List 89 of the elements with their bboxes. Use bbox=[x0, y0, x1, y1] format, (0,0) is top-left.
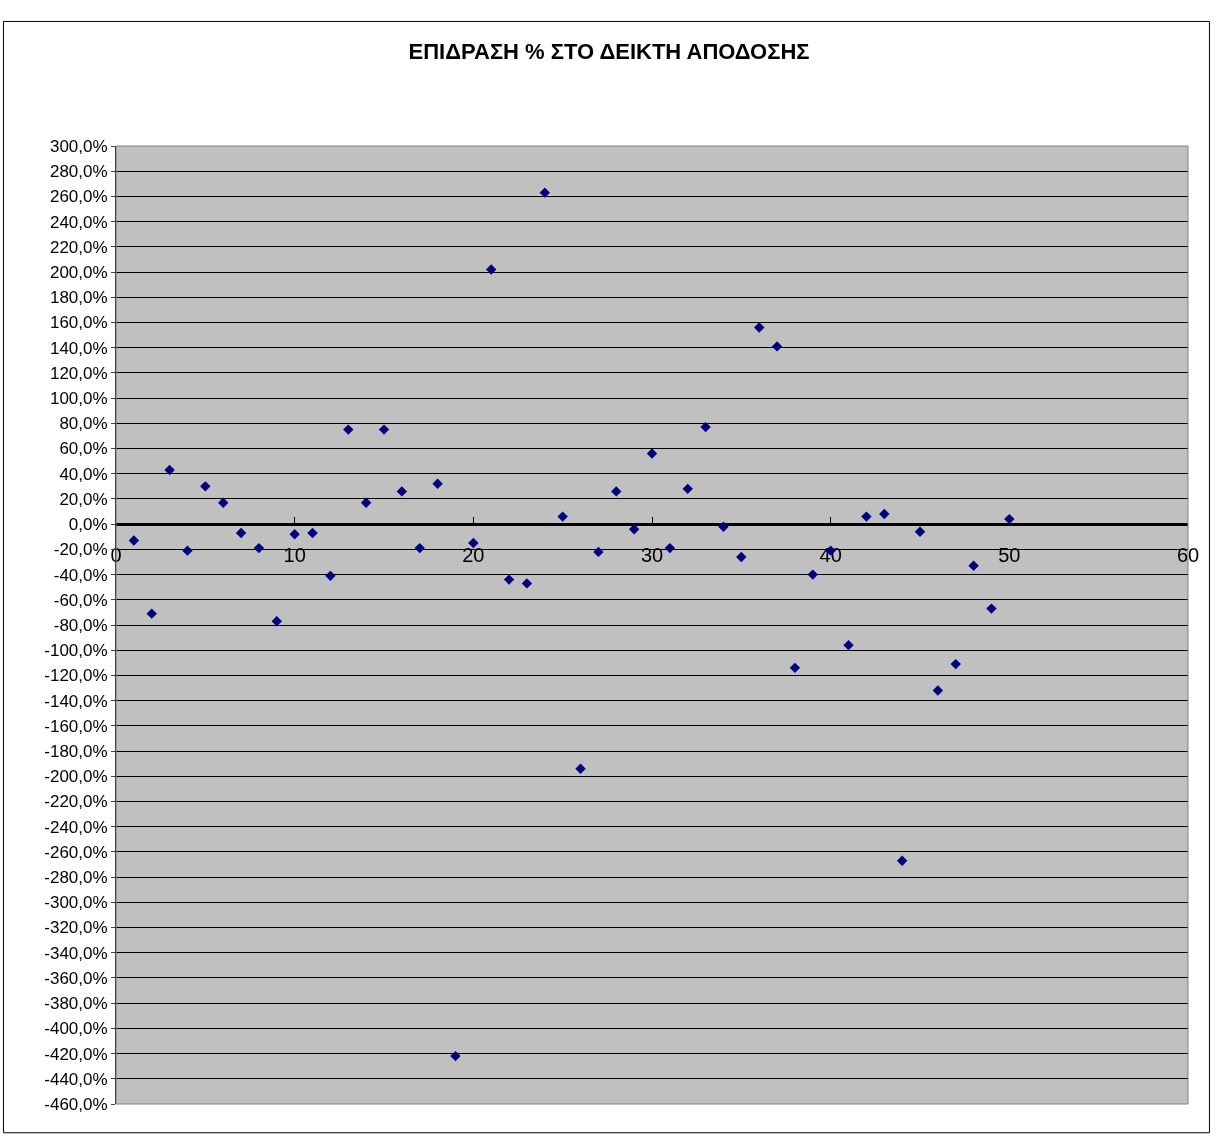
y-tick-label: 100,0% bbox=[49, 389, 108, 409]
y-tick-label: -300,0% bbox=[44, 893, 108, 913]
point bbox=[896, 855, 908, 866]
point bbox=[611, 486, 622, 497]
y-tick-label: 120,0% bbox=[49, 363, 108, 383]
point bbox=[521, 578, 533, 589]
point bbox=[700, 421, 711, 433]
chart-title: ΕΠΙΔΡΑΣΗ % ΣΤΟ ΔΕΙΚΤΗ ΑΠΟΔΟΣΗΣ bbox=[408, 38, 810, 64]
y-tick-label: -40,0% bbox=[53, 565, 108, 585]
point bbox=[307, 527, 318, 539]
y-tick-label: -320,0% bbox=[44, 918, 108, 938]
point bbox=[879, 508, 890, 520]
point bbox=[807, 569, 818, 580]
y-tick-label: 180,0% bbox=[49, 288, 108, 308]
point bbox=[557, 511, 568, 522]
point bbox=[593, 546, 604, 558]
y-tick-label: -140,0% bbox=[44, 691, 108, 711]
y-tick-label: -100,0% bbox=[44, 641, 108, 661]
y-tick-label: 280,0% bbox=[49, 162, 108, 182]
point bbox=[1004, 513, 1015, 525]
y-tick-label: 160,0% bbox=[49, 313, 108, 333]
y-tick-label: -60,0% bbox=[53, 590, 108, 610]
y-tick-label: -420,0% bbox=[44, 1044, 108, 1064]
point bbox=[932, 685, 944, 696]
point bbox=[718, 521, 729, 532]
y-tick-label: 20,0% bbox=[59, 489, 108, 509]
point bbox=[736, 551, 747, 563]
y-tick-label: -120,0% bbox=[44, 666, 108, 686]
y-tick-label: -400,0% bbox=[44, 1019, 108, 1039]
y-tick-label: 140,0% bbox=[49, 338, 108, 358]
point bbox=[861, 511, 872, 522]
y-tick-label: -20,0% bbox=[53, 540, 108, 560]
y-tick-label: 40,0% bbox=[59, 464, 108, 484]
y-tick-label: 200,0% bbox=[49, 263, 108, 282]
point bbox=[950, 658, 961, 670]
y-tick-label: -180,0% bbox=[44, 742, 108, 761]
point bbox=[968, 560, 979, 571]
point bbox=[575, 763, 586, 774]
point bbox=[754, 322, 765, 333]
point bbox=[986, 603, 997, 614]
point bbox=[628, 524, 640, 535]
point bbox=[503, 574, 515, 585]
y-tick-label: -360,0% bbox=[44, 968, 108, 988]
point bbox=[128, 535, 140, 546]
point bbox=[146, 608, 157, 619]
y-tick-label: 300,0% bbox=[49, 136, 108, 156]
point bbox=[468, 537, 479, 549]
point bbox=[164, 464, 175, 476]
y-tick-label: -340,0% bbox=[44, 943, 108, 963]
point bbox=[396, 486, 408, 497]
point bbox=[360, 497, 372, 508]
point bbox=[235, 527, 247, 539]
y-tick-label: 60,0% bbox=[59, 439, 108, 459]
point bbox=[450, 1050, 461, 1062]
point bbox=[789, 662, 801, 674]
point bbox=[378, 424, 390, 435]
y-tick-label: -380,0% bbox=[44, 994, 108, 1014]
point bbox=[646, 448, 658, 459]
point bbox=[271, 616, 282, 627]
point bbox=[200, 481, 211, 492]
y-tick-label: -200,0% bbox=[44, 767, 108, 787]
y-tick-label: -260,0% bbox=[44, 842, 108, 862]
y-tick-label: -220,0% bbox=[44, 792, 108, 812]
y-tick-label: -440,0% bbox=[44, 1069, 108, 1089]
y-tick-label: 0,0% bbox=[68, 515, 108, 535]
point bbox=[486, 264, 497, 275]
y-tick-label: 220,0% bbox=[49, 237, 108, 257]
y-tick-label: -80,0% bbox=[53, 615, 108, 635]
point bbox=[325, 570, 336, 582]
y-tick-label: 80,0% bbox=[59, 414, 108, 434]
y-tick-label: -240,0% bbox=[44, 817, 108, 837]
y-tick-label: 260,0% bbox=[49, 187, 108, 207]
point bbox=[182, 545, 193, 556]
point bbox=[664, 542, 676, 554]
y-tick-label: -160,0% bbox=[44, 716, 108, 736]
point bbox=[289, 529, 300, 540]
point bbox=[539, 187, 550, 198]
point bbox=[343, 424, 354, 435]
point bbox=[253, 542, 265, 554]
y-tick-label: -460,0% bbox=[44, 1094, 108, 1114]
point bbox=[414, 542, 425, 554]
point bbox=[682, 483, 693, 495]
point bbox=[771, 341, 783, 352]
point bbox=[843, 639, 854, 651]
point bbox=[914, 526, 926, 537]
y-tick-label: -280,0% bbox=[44, 868, 108, 888]
y-tick-label: 240,0% bbox=[49, 212, 108, 232]
point bbox=[218, 497, 229, 508]
point bbox=[432, 478, 443, 490]
